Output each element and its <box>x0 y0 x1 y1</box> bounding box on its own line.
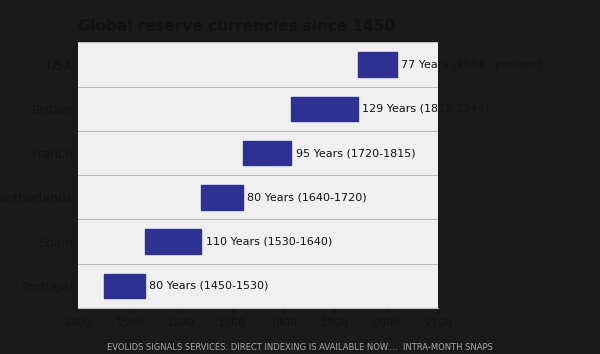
Bar <box>358 52 397 77</box>
Text: EVOLIDS SIGNALS SERVICES: DIRECT INDEXING IS AVAILABLE NOW....  INTRA-MONTH SNAP: EVOLIDS SIGNALS SERVICES: DIRECT INDEXIN… <box>107 343 493 353</box>
Text: 129 Years (1815-1944): 129 Years (1815-1944) <box>362 104 489 114</box>
Text: Global reserve currencies since 1450: Global reserve currencies since 1450 <box>78 19 395 34</box>
Text: 80 Years (1640-1720): 80 Years (1640-1720) <box>247 192 367 202</box>
Text: 110 Years (1530-1640): 110 Years (1530-1640) <box>206 236 332 247</box>
Text: 77 Years (1944 - present): 77 Years (1944 - present) <box>401 59 542 70</box>
Bar <box>104 274 145 298</box>
Bar <box>292 97 358 121</box>
Text: 80 Years (1450-1530): 80 Years (1450-1530) <box>149 281 268 291</box>
Text: 95 Years (1720-1815): 95 Years (1720-1815) <box>296 148 415 158</box>
Bar <box>242 141 292 165</box>
Bar <box>202 185 242 210</box>
Bar <box>145 229 202 254</box>
